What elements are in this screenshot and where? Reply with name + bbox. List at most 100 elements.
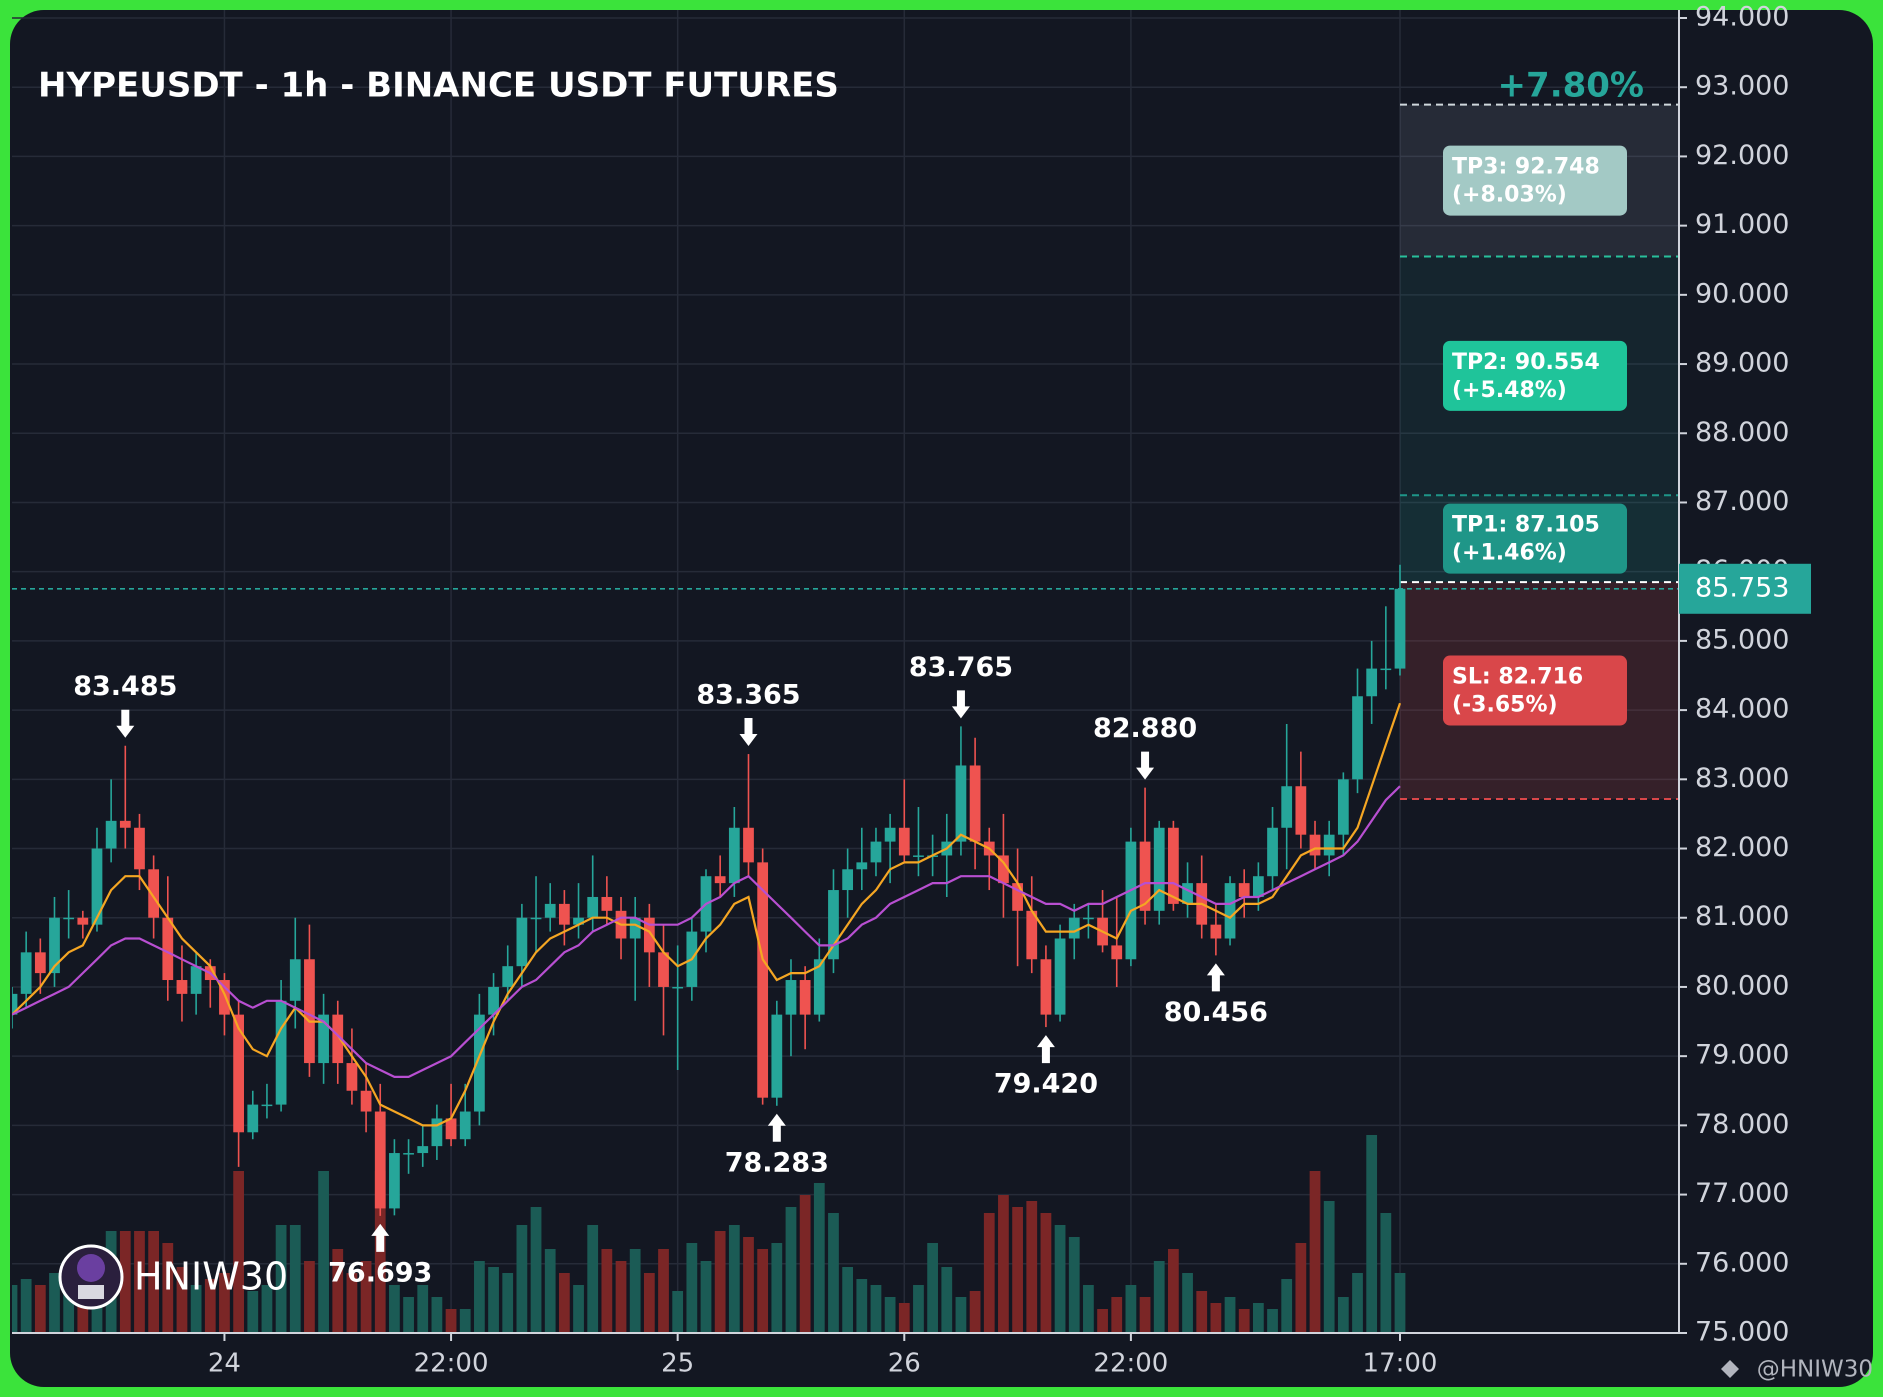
candle-body bbox=[1366, 668, 1378, 697]
volume-bar bbox=[955, 1297, 967, 1333]
candle-body bbox=[629, 917, 641, 939]
candle-body bbox=[1182, 883, 1193, 904]
candle-body bbox=[134, 827, 145, 870]
volume-bar bbox=[1380, 1213, 1392, 1333]
candle-body bbox=[1224, 883, 1236, 939]
target-pct: (+1.46%) bbox=[1452, 541, 1567, 566]
volume-bar bbox=[304, 1261, 315, 1333]
x-tick-label: 17:00 bbox=[1363, 1349, 1438, 1379]
volume-bar bbox=[828, 1213, 839, 1333]
volume-bar bbox=[1323, 1201, 1335, 1333]
candle-body bbox=[176, 980, 188, 994]
candle-body bbox=[643, 917, 655, 953]
watermark-text: HNIW30 bbox=[134, 1255, 288, 1299]
position-return: +7.80% bbox=[1498, 66, 1644, 106]
volume-bar bbox=[728, 1225, 740, 1333]
chart-title: HYPEUSDT - 1h - BINANCE USDT FUTURES bbox=[38, 66, 839, 106]
moving-average-line bbox=[12, 785, 1401, 1078]
volume-bar bbox=[1168, 1249, 1179, 1333]
volume bbox=[12, 1135, 1406, 1333]
candle-body bbox=[1352, 696, 1363, 780]
y-tick-label: 87.000 bbox=[1695, 486, 1789, 517]
target-label-box bbox=[1443, 145, 1627, 216]
volume-bar bbox=[1238, 1309, 1250, 1333]
volume-bar bbox=[516, 1225, 528, 1333]
annotation-label: 83.365 bbox=[696, 680, 800, 711]
target-label-box bbox=[1443, 340, 1627, 411]
candle-body bbox=[813, 959, 825, 1015]
watermark: HNIW30 bbox=[58, 1244, 288, 1310]
volume-bar bbox=[643, 1273, 655, 1333]
x-tick-label: 22:00 bbox=[1093, 1349, 1168, 1379]
volume-bar bbox=[587, 1225, 599, 1333]
candle-body bbox=[474, 1014, 485, 1112]
volume-bar bbox=[1153, 1261, 1165, 1333]
candle-body bbox=[1040, 959, 1052, 1015]
volume-bar bbox=[544, 1249, 556, 1333]
candle-body bbox=[502, 966, 514, 987]
candle-body bbox=[870, 841, 882, 863]
volume-bar bbox=[615, 1261, 627, 1333]
volume-bar bbox=[488, 1267, 499, 1333]
target-label: TP1: 87.105 bbox=[1452, 513, 1600, 538]
candle-body bbox=[728, 827, 740, 884]
volume-bar bbox=[558, 1273, 570, 1333]
volume-bar bbox=[389, 1285, 400, 1333]
volume-bar bbox=[672, 1291, 684, 1333]
volume-bar bbox=[20, 1279, 32, 1333]
y-tick-label: 89.000 bbox=[1695, 348, 1789, 379]
volume-bar bbox=[983, 1213, 995, 1333]
volume-bar bbox=[998, 1195, 1009, 1333]
volume-bar bbox=[1337, 1297, 1349, 1333]
candle-body bbox=[672, 986, 684, 989]
volume-bar bbox=[1139, 1297, 1151, 1333]
candle-body bbox=[1111, 945, 1123, 960]
volume-bar bbox=[1394, 1273, 1406, 1333]
annotation-arrow bbox=[371, 1223, 390, 1252]
annotation-label: 82.880 bbox=[1093, 713, 1197, 744]
volume-bar bbox=[785, 1207, 797, 1333]
candle-body bbox=[998, 855, 1009, 884]
volume-bar bbox=[771, 1243, 783, 1333]
volume-bar bbox=[360, 1261, 372, 1333]
annotation-arrow bbox=[951, 690, 970, 719]
volume-bar bbox=[233, 1171, 244, 1333]
volume-bar bbox=[799, 1195, 811, 1333]
stop-label: SL: 82.716 bbox=[1452, 665, 1583, 690]
annotation-arrow bbox=[739, 718, 758, 747]
volume-bar bbox=[941, 1267, 953, 1333]
candle-body bbox=[587, 896, 599, 918]
candle-body bbox=[332, 1014, 344, 1064]
y-tick-label: 81.000 bbox=[1695, 901, 1789, 932]
target-pct: (+5.48%) bbox=[1452, 378, 1567, 403]
volume-bar bbox=[1352, 1273, 1363, 1333]
volume-bar bbox=[474, 1261, 485, 1333]
volume-bar bbox=[275, 1225, 287, 1333]
y-tick-label: 94.000 bbox=[1695, 2, 1789, 33]
candle-body bbox=[799, 980, 811, 1015]
volume-bar bbox=[927, 1243, 938, 1333]
target-pct: (+8.03%) bbox=[1452, 183, 1567, 208]
volume-bar bbox=[403, 1297, 414, 1333]
stop-label-box bbox=[1443, 655, 1627, 726]
volume-bar bbox=[1068, 1237, 1080, 1333]
candle-body bbox=[289, 959, 301, 1001]
candle-body bbox=[119, 820, 131, 828]
target-label: TP2: 90.554 bbox=[1452, 350, 1600, 375]
candle-body bbox=[1394, 588, 1406, 669]
volume-bar bbox=[247, 1291, 259, 1333]
volume-bar bbox=[573, 1285, 584, 1333]
volume-bar bbox=[601, 1249, 613, 1333]
volume-bar bbox=[34, 1285, 46, 1333]
candle-body bbox=[233, 1014, 244, 1133]
volume-bar bbox=[1309, 1171, 1321, 1333]
candle-body bbox=[913, 855, 924, 857]
volume-bar bbox=[445, 1309, 457, 1333]
y-tick-label: 90.000 bbox=[1695, 278, 1789, 309]
volume-bar bbox=[913, 1285, 924, 1333]
volume-bar bbox=[898, 1303, 910, 1333]
candle-body bbox=[743, 827, 754, 863]
volume-bar bbox=[119, 1231, 131, 1333]
candle-body bbox=[304, 959, 315, 1064]
candle-body bbox=[488, 986, 499, 1015]
